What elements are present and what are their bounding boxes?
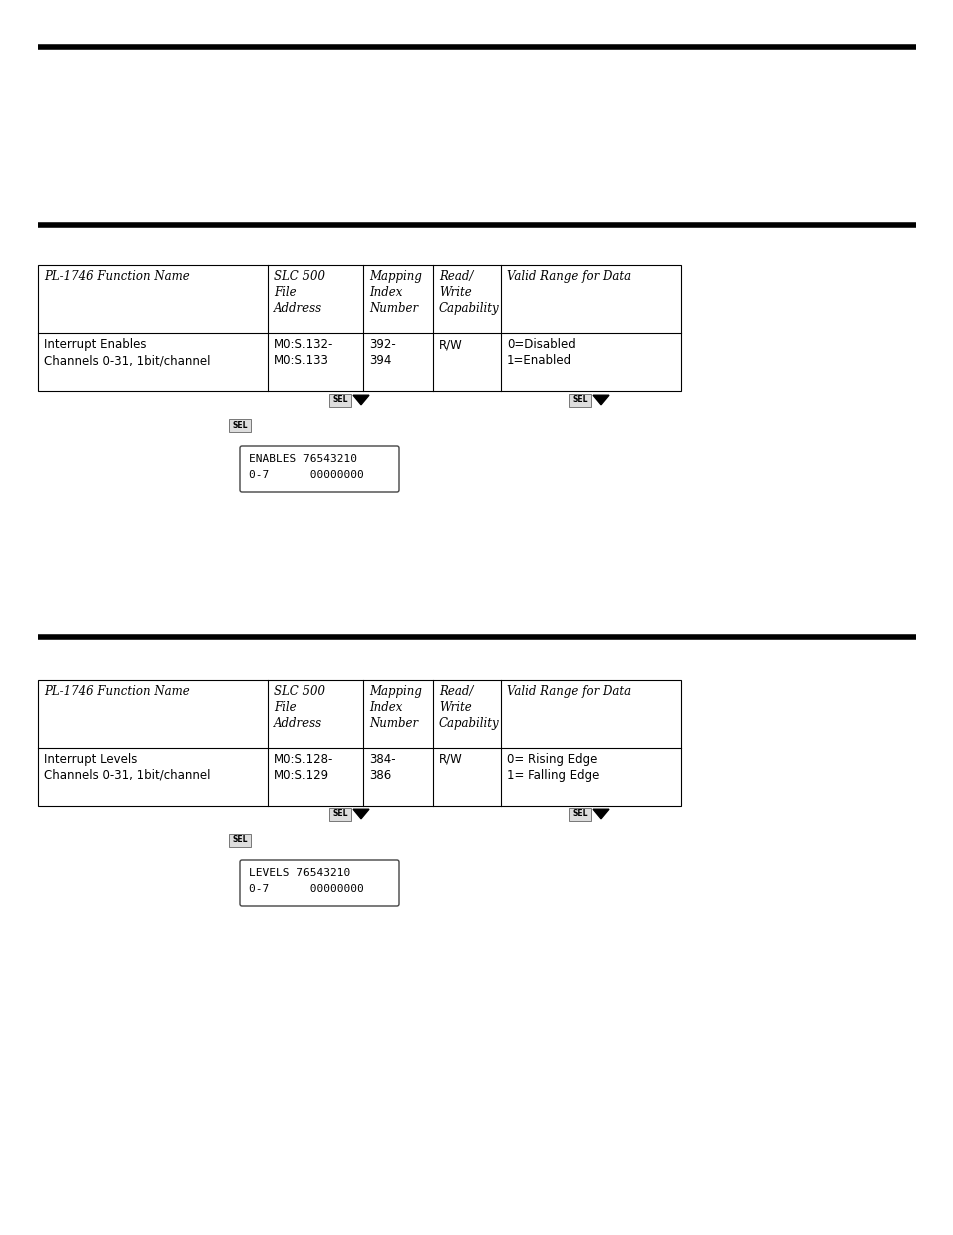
Text: 392-
394: 392- 394 xyxy=(369,338,395,367)
FancyBboxPatch shape xyxy=(240,860,398,906)
Text: SEL: SEL xyxy=(572,395,587,405)
Text: SEL: SEL xyxy=(572,809,587,819)
Text: 0= Rising Edge
1= Falling Edge: 0= Rising Edge 1= Falling Edge xyxy=(506,753,598,782)
Text: 0-7      00000000: 0-7 00000000 xyxy=(249,884,363,894)
Bar xyxy=(229,834,251,846)
Text: Interrupt Levels
Channels 0-31, 1bit/channel: Interrupt Levels Channels 0-31, 1bit/cha… xyxy=(44,753,211,782)
Text: 384-
386: 384- 386 xyxy=(369,753,395,782)
Polygon shape xyxy=(353,395,369,405)
Text: ENABLES 76543210: ENABLES 76543210 xyxy=(249,454,356,464)
Text: Read/
Write
Capability: Read/ Write Capability xyxy=(438,270,499,315)
Text: SLC 500
File
Address: SLC 500 File Address xyxy=(274,270,325,315)
Text: Valid Range for Data: Valid Range for Data xyxy=(506,270,631,283)
Bar xyxy=(329,394,351,406)
FancyBboxPatch shape xyxy=(240,446,398,492)
Text: 0-7      00000000: 0-7 00000000 xyxy=(249,471,363,480)
Bar xyxy=(229,419,251,431)
Text: SEL: SEL xyxy=(332,395,348,405)
Text: R/W: R/W xyxy=(438,338,462,351)
Bar xyxy=(38,266,680,391)
Text: Mapping
Index
Number: Mapping Index Number xyxy=(369,685,421,730)
Text: Valid Range for Data: Valid Range for Data xyxy=(506,685,631,698)
Text: PL-1746 Function Name: PL-1746 Function Name xyxy=(44,685,190,698)
Polygon shape xyxy=(593,395,608,405)
Bar xyxy=(568,808,590,820)
Text: M0:S.132-
M0:S.133: M0:S.132- M0:S.133 xyxy=(274,338,333,367)
Bar xyxy=(38,680,680,806)
Text: M0:S.128-
M0:S.129: M0:S.128- M0:S.129 xyxy=(274,753,333,782)
Text: SEL: SEL xyxy=(232,420,248,430)
Bar xyxy=(329,808,351,820)
Text: SEL: SEL xyxy=(232,836,248,845)
Text: SEL: SEL xyxy=(332,809,348,819)
Text: R/W: R/W xyxy=(438,753,462,766)
Text: 0=Disabled
1=Enabled: 0=Disabled 1=Enabled xyxy=(506,338,576,367)
Text: SLC 500
File
Address: SLC 500 File Address xyxy=(274,685,325,730)
Text: LEVELS 76543210: LEVELS 76543210 xyxy=(249,868,350,878)
Polygon shape xyxy=(593,809,608,819)
Bar xyxy=(568,394,590,406)
Text: Interrupt Enables
Channels 0-31, 1bit/channel: Interrupt Enables Channels 0-31, 1bit/ch… xyxy=(44,338,211,367)
Text: PL-1746 Function Name: PL-1746 Function Name xyxy=(44,270,190,283)
Text: Mapping
Index
Number: Mapping Index Number xyxy=(369,270,421,315)
Polygon shape xyxy=(353,809,369,819)
Text: Read/
Write
Capability: Read/ Write Capability xyxy=(438,685,499,730)
